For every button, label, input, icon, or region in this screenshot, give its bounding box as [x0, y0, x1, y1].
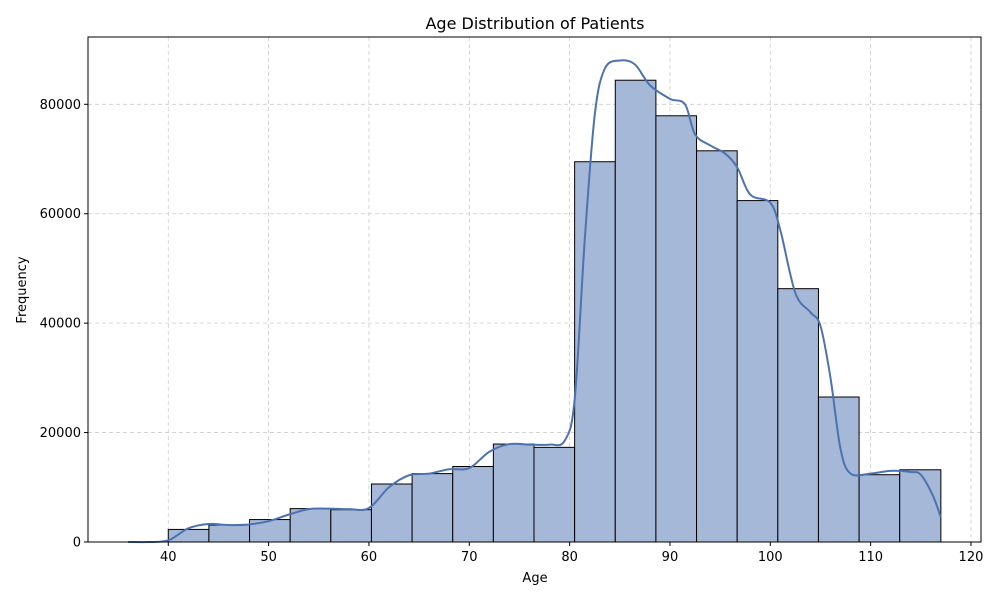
histogram-bar	[167, 528, 210, 543]
histogram-bar	[533, 446, 576, 543]
y-axis-label: Frequency	[15, 256, 30, 323]
histogram-bar	[736, 200, 779, 543]
bar-layer	[167, 79, 942, 543]
histogram-bar	[370, 483, 413, 543]
histogram-bar	[330, 509, 372, 543]
x-tick-label: 50	[260, 550, 277, 565]
histogram-bar	[777, 288, 819, 543]
x-tick-label: 120	[959, 550, 984, 565]
kde-layer	[128, 59, 942, 544]
x-tick-label: 40	[160, 550, 177, 565]
histogram-bar	[574, 161, 616, 543]
x-tick-label: 100	[758, 550, 783, 565]
histogram-bar	[411, 473, 454, 543]
histogram-bar	[899, 469, 942, 543]
histogram-bar	[208, 524, 251, 543]
x-axis-label: Age	[522, 571, 547, 586]
plot-frame	[87, 36, 982, 543]
histogram-bar	[858, 474, 901, 543]
histogram-bar	[696, 150, 738, 543]
y-tick-label: 60000	[40, 207, 81, 222]
axis-layer: 40 50 60 70 80 90 100 110 120 0 20000 40000 60000 800…	[40, 36, 984, 565]
x-tick-label: 90	[662, 550, 679, 565]
x-tick-label: 60	[361, 550, 378, 565]
y-tick-label: 0	[73, 536, 81, 551]
histogram-bar	[655, 115, 698, 543]
chart-title: Age Distribution of Patients	[425, 14, 644, 33]
x-tick-label: 80	[561, 550, 578, 565]
kde-curve	[128, 59, 942, 544]
histogram-bar	[492, 443, 535, 543]
y-tick-label: 20000	[40, 426, 81, 441]
histogram-bar	[614, 79, 657, 543]
histogram-bar	[289, 508, 332, 543]
x-tick-label: 110	[858, 550, 883, 565]
y-tick-label: 80000	[40, 98, 81, 113]
histogram-bar	[452, 465, 494, 543]
x-tick-label: 70	[461, 550, 478, 565]
y-tick-label: 40000	[40, 317, 81, 332]
histogram-bar	[817, 396, 860, 543]
